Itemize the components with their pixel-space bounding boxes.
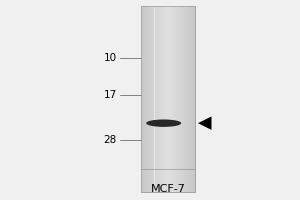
Bar <box>150 6 152 192</box>
Bar <box>167 6 168 192</box>
Bar <box>160 6 161 192</box>
Bar <box>179 6 180 192</box>
Text: 10: 10 <box>104 53 117 63</box>
Bar <box>157 6 159 192</box>
Bar <box>141 6 195 192</box>
Bar <box>175 6 176 192</box>
Bar <box>142 6 144 192</box>
Bar <box>158 6 160 192</box>
Bar <box>173 6 175 192</box>
Bar <box>191 6 192 192</box>
Bar <box>145 6 146 192</box>
Bar <box>152 6 153 192</box>
Bar <box>192 6 194 192</box>
Bar <box>154 6 156 192</box>
Bar <box>144 6 145 192</box>
Bar <box>176 6 178 192</box>
Bar <box>190 6 191 192</box>
Bar <box>172 6 173 192</box>
Bar <box>148 6 149 192</box>
Bar <box>183 6 184 192</box>
Text: 28: 28 <box>104 135 117 145</box>
Bar <box>182 6 183 192</box>
Bar <box>156 6 157 192</box>
Bar <box>165 6 167 192</box>
Bar <box>184 6 185 192</box>
Bar <box>153 6 154 192</box>
Bar <box>141 6 195 192</box>
Bar <box>185 6 187 192</box>
Bar <box>188 6 190 192</box>
Bar <box>161 6 163 192</box>
Bar <box>141 6 142 192</box>
Bar <box>149 6 150 192</box>
Bar <box>163 6 164 192</box>
Bar <box>164 6 165 192</box>
Bar <box>171 6 172 192</box>
Bar <box>169 6 171 192</box>
Bar <box>168 6 170 192</box>
Bar <box>178 6 179 192</box>
Text: MCF-7: MCF-7 <box>151 184 185 194</box>
Bar <box>180 6 182 192</box>
Polygon shape <box>198 116 211 130</box>
Text: 17: 17 <box>104 90 117 100</box>
Bar <box>194 6 195 192</box>
Ellipse shape <box>146 119 181 127</box>
Bar <box>187 6 188 192</box>
Bar <box>146 6 148 192</box>
